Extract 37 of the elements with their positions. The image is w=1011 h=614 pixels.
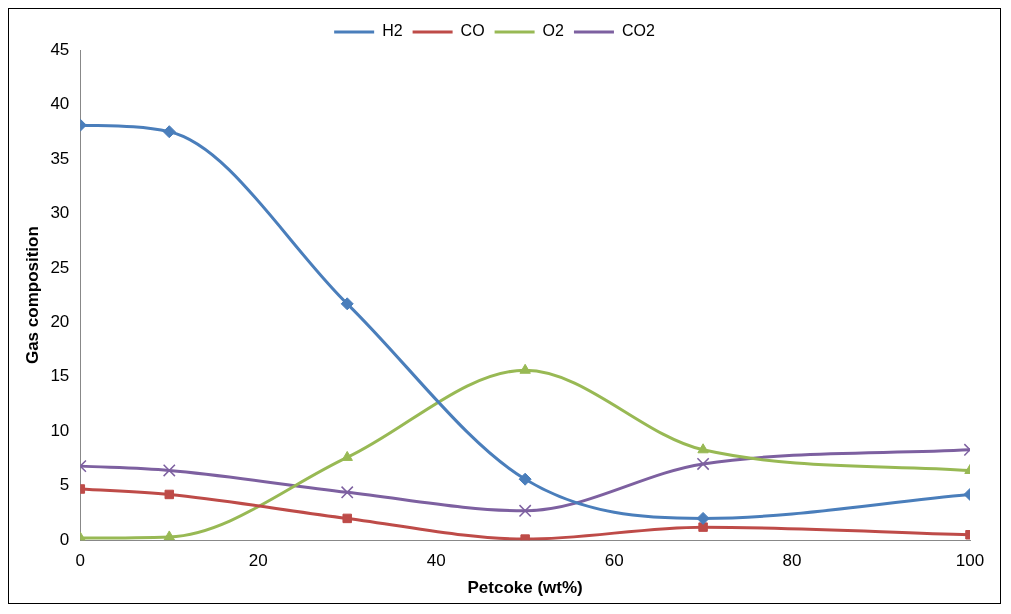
point (340, 297, 354, 311)
legend-label: CO2 (621, 22, 655, 40)
y-tick-label: 5 (59, 475, 70, 495)
legend-label: H2 (382, 22, 403, 40)
point (162, 125, 176, 139)
point (342, 513, 352, 524)
y-tick-label: 10 (50, 420, 70, 440)
point (164, 489, 175, 500)
legend-label: O2 (542, 22, 565, 40)
x-tick-label: 40 (426, 551, 446, 571)
x-tick-label: 60 (604, 551, 624, 571)
point (519, 363, 531, 374)
point (520, 534, 530, 541)
x-tick-label: 80 (782, 551, 802, 571)
y-tick-label: 0 (59, 529, 70, 549)
legend-label: CO (460, 22, 485, 40)
y-tick-label: 40 (50, 94, 70, 114)
x-tick-label: 100 (955, 551, 985, 571)
x-tick-label: 0 (75, 551, 86, 571)
point (162, 464, 176, 477)
x-axis-title: Petcoke (wt%) (467, 578, 583, 598)
x-tick-label: 20 (248, 551, 268, 571)
point (696, 457, 710, 471)
y-tick-label: 15 (50, 366, 70, 386)
point (340, 485, 354, 499)
y-axis-title: Gas composition (22, 226, 42, 365)
point (696, 511, 710, 525)
point (698, 522, 708, 532)
y-tick-label: 45 (50, 39, 70, 59)
point (518, 472, 532, 486)
point (163, 530, 175, 541)
y-tick-label: 25 (50, 257, 70, 277)
point (697, 443, 709, 454)
y-tick-label: 30 (50, 203, 70, 223)
y-tick-label: 20 (50, 312, 70, 332)
point (518, 504, 532, 518)
y-tick-label: 35 (50, 148, 70, 168)
